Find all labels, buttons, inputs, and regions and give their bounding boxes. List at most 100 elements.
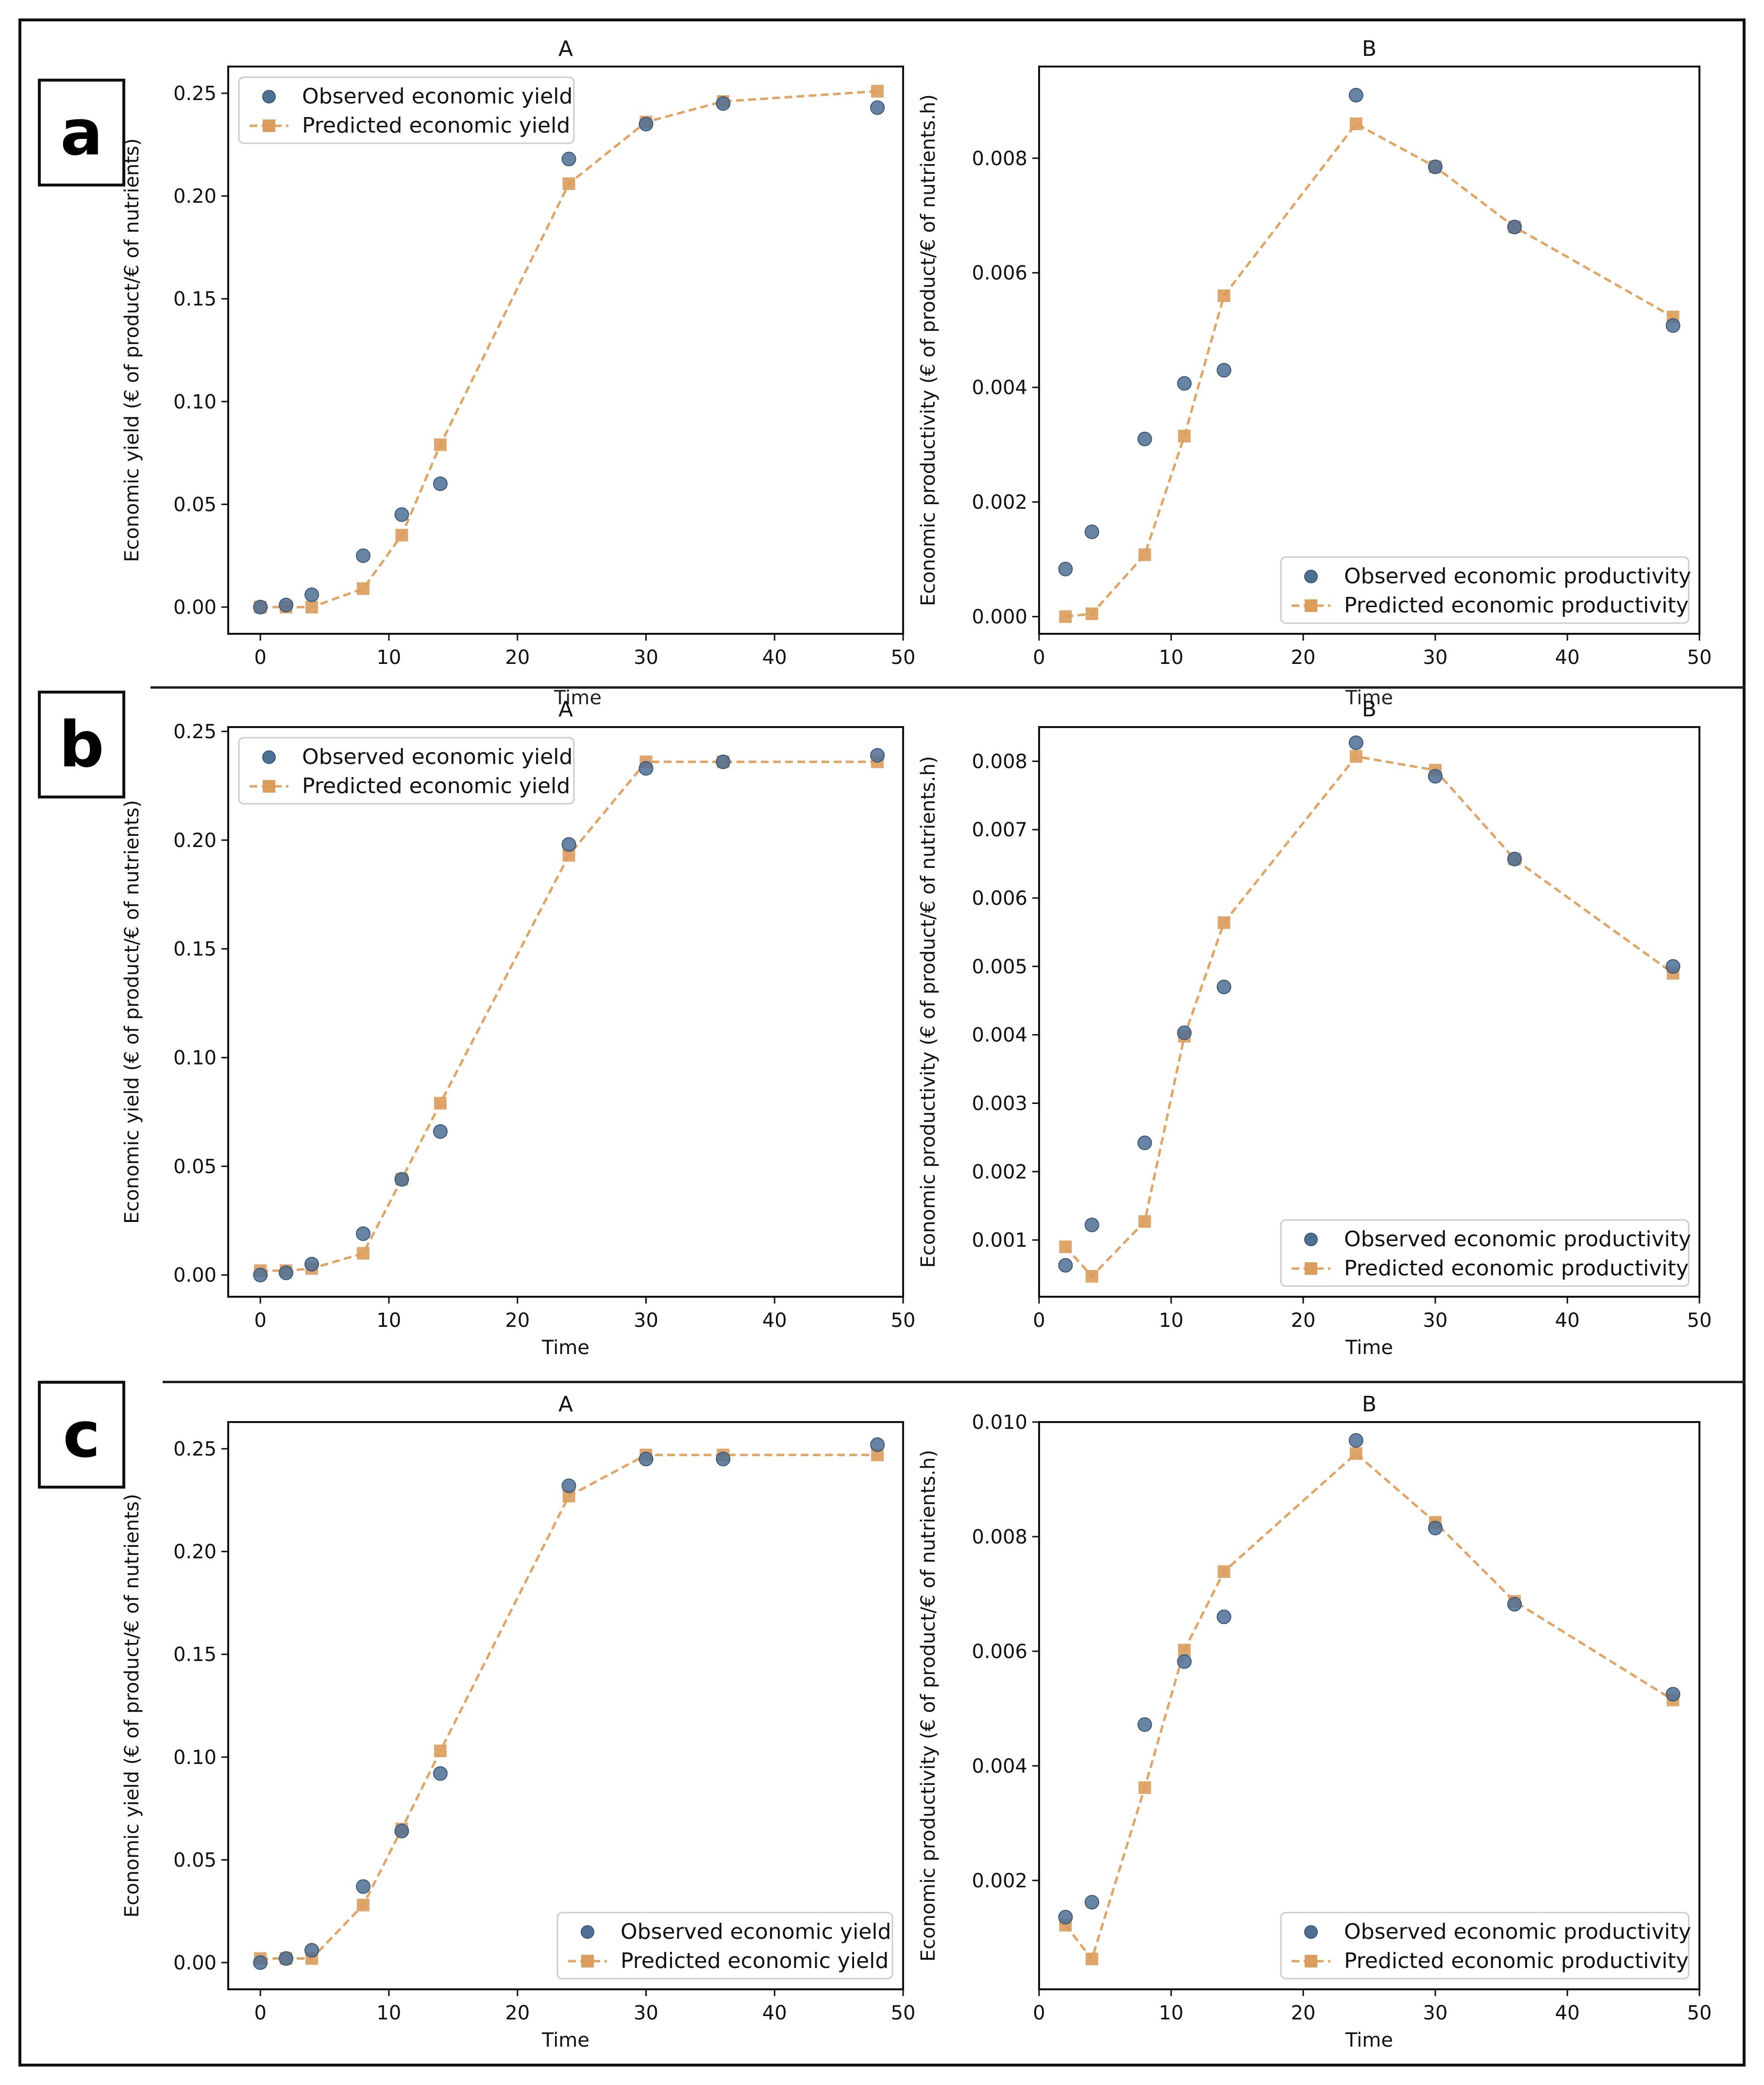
y-axis-title: Economic yield (€ of product/€ of nutrie… xyxy=(121,800,143,1224)
x-tick-label: 20 xyxy=(505,646,530,669)
y-axis-title: Economic productivity (€ of product/€ of… xyxy=(917,94,940,606)
observed-point xyxy=(1348,735,1363,750)
observed-point xyxy=(394,507,409,522)
plot-frame xyxy=(1038,726,1700,1298)
legend-box xyxy=(556,1912,893,1980)
predicted-point xyxy=(871,85,884,98)
observed-point xyxy=(1137,431,1152,446)
x-tick-label: 50 xyxy=(891,2002,916,2024)
x-tick-label: 40 xyxy=(762,646,787,669)
observed-point xyxy=(1084,524,1099,539)
y-tick-label: 0.001 xyxy=(972,1229,1027,1252)
legend-observed-label: Observed economic productivity xyxy=(1344,564,1691,589)
observed-point xyxy=(1137,1717,1152,1732)
x-tick-label: 10 xyxy=(1159,1309,1184,1332)
legend-predicted-label: Predicted economic productivity xyxy=(1344,593,1689,618)
legend-predicted-marker xyxy=(263,119,275,132)
x-tick-label: 50 xyxy=(1687,2002,1712,2024)
x-tick-label: 40 xyxy=(762,2002,787,2024)
observed-point xyxy=(356,548,370,563)
predicted-series-line xyxy=(1064,755,1674,1278)
chart-b-b: B 0 10 20 30 40 50 0.001 0.002 0.003 0.004 0.005 0.0… xyxy=(917,697,1712,1359)
observed-point xyxy=(716,1452,731,1467)
observed-point xyxy=(870,1437,885,1452)
plot-frame xyxy=(227,726,904,1298)
y-tick-label: 0.00 xyxy=(173,596,217,619)
observed-point xyxy=(279,597,294,612)
observed-point xyxy=(433,1766,448,1781)
x-tick-label: 20 xyxy=(1291,2002,1316,2024)
x-tick-label: 0 xyxy=(254,1309,266,1332)
predicted-series-line xyxy=(1064,1452,1674,1962)
observed-point xyxy=(1665,1687,1680,1702)
predicted-point xyxy=(1085,1952,1098,1966)
chart-a-a: A 0 10 20 30 40 50 0.00 0.05 0.10 0.15 0.20 0.25 Econ… xyxy=(121,36,915,669)
x-tick-label: 30 xyxy=(634,2002,658,2024)
y-tick-label: 0.05 xyxy=(173,1155,217,1178)
chart-title: B xyxy=(1362,36,1377,61)
x-tick-label: 50 xyxy=(891,1309,916,1332)
legend-predicted-marker xyxy=(263,780,275,793)
y-axis-title: Economic yield (€ of product/€ of nutrie… xyxy=(121,1494,143,1918)
y-tick-label: 0.008 xyxy=(972,148,1027,170)
plot-frame xyxy=(1038,1421,1700,1990)
plot-frame xyxy=(227,1421,904,1990)
legend-box xyxy=(1280,1219,1690,1287)
predicted-point xyxy=(1349,117,1362,130)
y-tick-label: 0.004 xyxy=(972,1024,1027,1047)
predicted-point xyxy=(305,600,319,613)
legend: Observed economic productivity Predicted … xyxy=(1280,556,1691,624)
y-tick-label: 0.00 xyxy=(173,1264,217,1287)
predicted-point xyxy=(1138,548,1151,561)
observed-point xyxy=(1216,363,1231,378)
observed-point xyxy=(638,117,654,132)
y-tick-label: 0.003 xyxy=(972,1092,1027,1115)
observed-point xyxy=(279,1265,294,1280)
y-tick-label: 0.006 xyxy=(972,262,1027,285)
x-tick-label: 0 xyxy=(1033,1309,1045,1332)
predicted-series-line xyxy=(1065,122,1674,618)
observed-point xyxy=(253,1955,268,1970)
observed-point xyxy=(1428,769,1443,784)
x-tick-label: 10 xyxy=(1159,2002,1184,2024)
observed-point xyxy=(1507,1597,1522,1612)
legend-observed-label: Observed economic productivity xyxy=(1344,1919,1691,1944)
legend-predicted-marker xyxy=(581,1955,594,1967)
legend-predicted-marker xyxy=(1305,599,1317,612)
observed-point xyxy=(253,1268,268,1283)
legend-predicted-marker xyxy=(1305,1955,1317,1967)
panel-label-c: c xyxy=(38,1381,125,1489)
observed-point xyxy=(1665,318,1680,333)
legend-box xyxy=(1280,556,1690,624)
observed-point xyxy=(253,599,268,614)
panel-label-a: a xyxy=(38,79,125,186)
x-tick-label: 40 xyxy=(762,1309,787,1332)
observed-point xyxy=(1216,980,1231,995)
legend-box xyxy=(1280,1912,1690,1980)
x-tick-label: 10 xyxy=(376,1309,401,1332)
legend: Observed economic yield Predicted economi… xyxy=(238,737,575,805)
observed-point xyxy=(1507,220,1522,235)
observed-point xyxy=(356,1879,370,1894)
chart-a-b: B 0 10 20 30 40 50 0.000 0.002 0.004 0.006 0.008 Eco… xyxy=(917,36,1712,669)
x-tick-label: 0 xyxy=(254,2002,266,2024)
observed-point xyxy=(433,476,448,492)
x-tick-label: 50 xyxy=(1687,646,1712,669)
observed-point xyxy=(561,152,576,167)
x-tick-label: 10 xyxy=(376,2002,401,2024)
y-tick-label: 0.10 xyxy=(173,1746,217,1769)
x-axis-title: Time xyxy=(1345,1337,1393,1359)
predicted-point xyxy=(357,582,370,595)
predicted-point xyxy=(1217,916,1230,929)
y-tick-label: 0.002 xyxy=(972,1870,1027,1892)
x-tick-label: 20 xyxy=(505,1309,530,1332)
legend-observed-label: Observed economic yield xyxy=(302,84,572,109)
observed-point xyxy=(1177,376,1192,391)
legend-predicted-label: Predicted economic yield xyxy=(302,113,570,138)
legend-observed-label: Observed economic yield xyxy=(302,745,572,769)
x-tick-label: 40 xyxy=(1555,646,1580,669)
x-tick-label: 30 xyxy=(634,1309,658,1332)
legend-observed-marker xyxy=(581,1925,594,1939)
y-tick-label: 0.15 xyxy=(173,938,217,961)
x-tick-label: 0 xyxy=(1033,2002,1045,2024)
